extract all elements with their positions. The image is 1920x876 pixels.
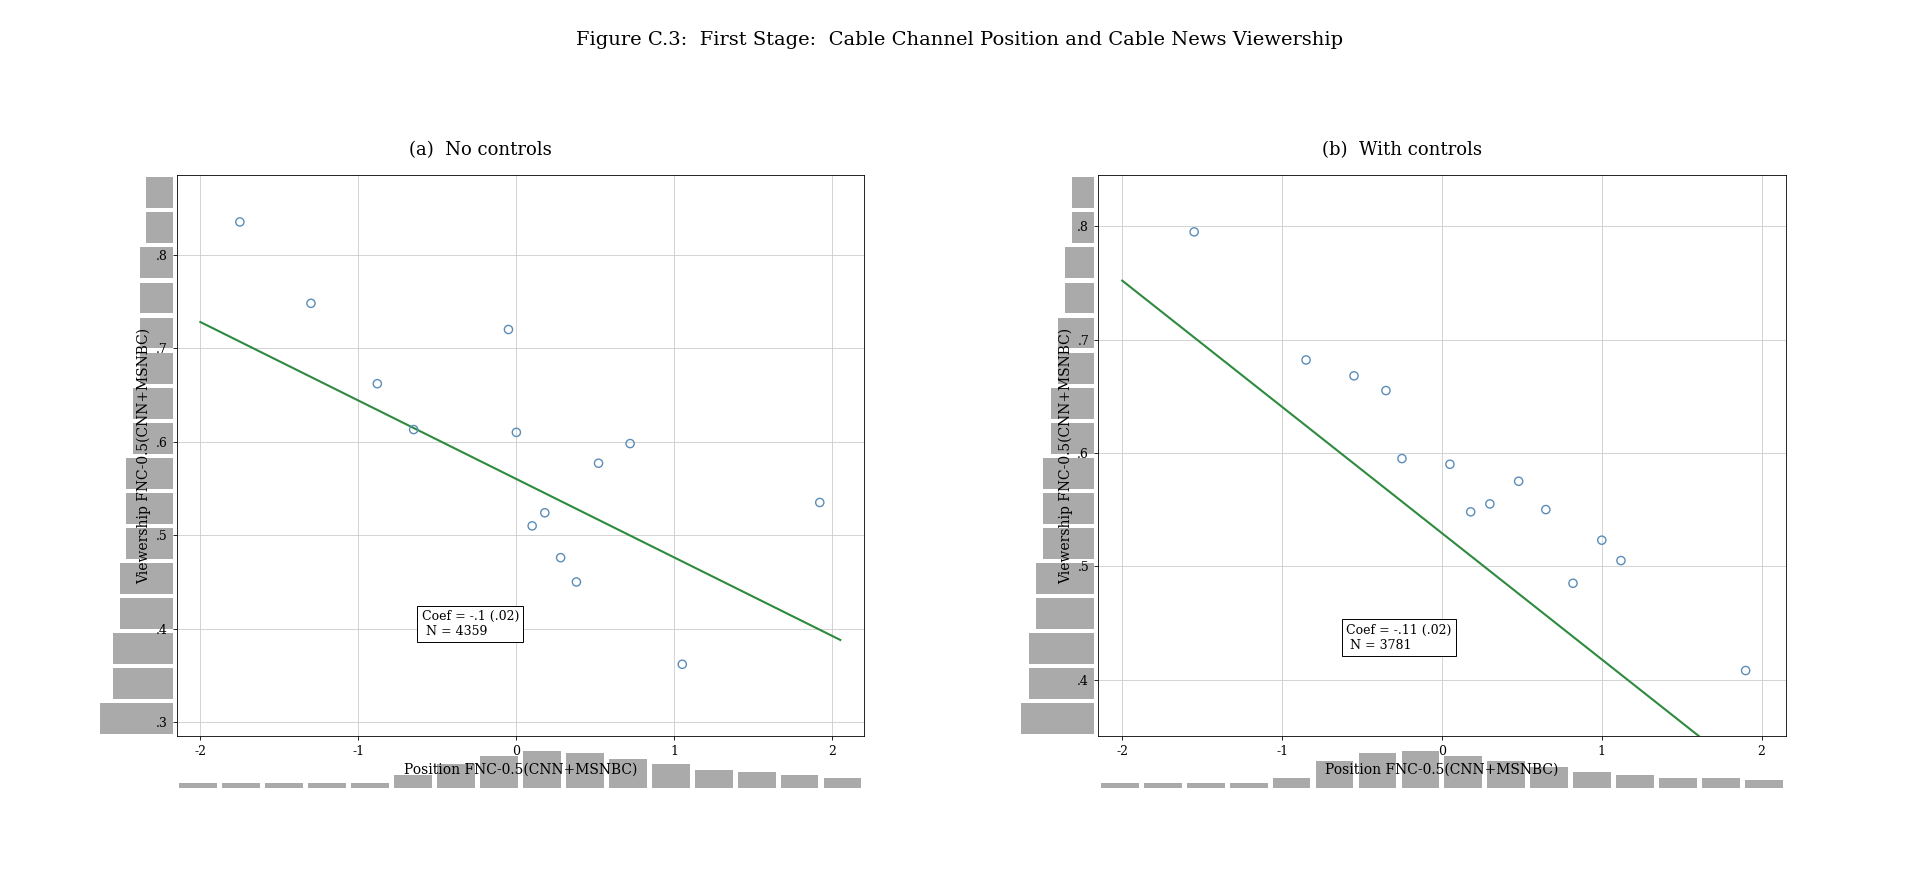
Bar — [1187, 783, 1225, 788]
Bar — [1043, 528, 1094, 559]
Bar — [1037, 598, 1094, 629]
Point — [1371, 384, 1402, 398]
Bar — [1058, 353, 1094, 384]
Point — [493, 322, 524, 336]
Bar — [113, 668, 173, 699]
Bar — [1100, 783, 1139, 788]
Point — [530, 505, 561, 519]
Bar — [265, 783, 303, 788]
Bar — [1029, 668, 1094, 699]
X-axis label: Position FNC-0.5(CNN+MSNBC): Position FNC-0.5(CNN+MSNBC) — [403, 762, 637, 776]
Bar — [146, 177, 173, 208]
Bar — [1273, 778, 1311, 788]
Bar — [146, 212, 173, 244]
Point — [561, 575, 591, 589]
Bar — [307, 783, 346, 788]
Point — [804, 496, 835, 510]
Bar — [480, 756, 518, 788]
Point — [296, 296, 326, 310]
Bar — [179, 783, 217, 788]
Bar — [609, 759, 647, 788]
Bar — [127, 493, 173, 524]
Point — [1730, 663, 1761, 677]
Point — [545, 551, 576, 565]
Point — [1475, 497, 1505, 511]
Text: Coef = -.1 (.02)
 N = 4359: Coef = -.1 (.02) N = 4359 — [422, 610, 518, 638]
Bar — [1572, 773, 1611, 788]
Point — [397, 422, 428, 436]
Y-axis label: Viewership FNC-0.5(CNN+MSNBC): Viewership FNC-0.5(CNN+MSNBC) — [1058, 328, 1073, 583]
Point — [614, 436, 645, 450]
Bar — [127, 458, 173, 489]
Bar — [140, 247, 173, 279]
Text: (a)  No controls: (a) No controls — [409, 141, 551, 159]
Text: (b)  With controls: (b) With controls — [1321, 141, 1482, 159]
X-axis label: Position FNC-0.5(CNN+MSNBC): Position FNC-0.5(CNN+MSNBC) — [1325, 762, 1559, 776]
Bar — [223, 783, 259, 788]
Point — [666, 657, 697, 671]
Bar — [1073, 177, 1094, 208]
Point — [1386, 451, 1417, 465]
Point — [1338, 369, 1369, 383]
Point — [1434, 457, 1465, 471]
Point — [363, 377, 394, 391]
Bar — [1359, 753, 1396, 788]
Bar — [781, 775, 818, 788]
Point — [225, 215, 255, 229]
Bar — [1037, 563, 1094, 594]
Text: Figure C.3:  First Stage:  Cable Channel Position and Cable News Viewership: Figure C.3: First Stage: Cable Channel P… — [576, 31, 1344, 49]
Point — [1503, 474, 1534, 488]
Bar — [522, 751, 561, 788]
Bar — [695, 769, 733, 788]
Bar — [1444, 756, 1482, 788]
Y-axis label: Viewership FNC-0.5(CNN+MSNBC): Viewership FNC-0.5(CNN+MSNBC) — [136, 328, 152, 583]
Point — [584, 456, 614, 470]
Bar — [1050, 388, 1094, 419]
Bar — [1229, 783, 1267, 788]
Bar — [119, 598, 173, 629]
Point — [1530, 503, 1561, 517]
Bar — [1021, 703, 1094, 734]
Point — [1455, 505, 1486, 519]
Bar — [1144, 783, 1181, 788]
Text: Coef = -.11 (.02)
 N = 3781: Coef = -.11 (.02) N = 3781 — [1346, 624, 1452, 652]
Bar — [140, 353, 173, 384]
Point — [1179, 225, 1210, 239]
Bar — [140, 282, 173, 314]
Point — [516, 519, 547, 533]
Bar — [651, 764, 689, 788]
Bar — [1073, 212, 1094, 244]
Bar — [1058, 318, 1094, 349]
Point — [1605, 554, 1636, 568]
Bar — [1703, 778, 1740, 788]
Bar — [119, 563, 173, 594]
Bar — [824, 778, 862, 788]
Bar — [1043, 493, 1094, 524]
Bar — [1050, 423, 1094, 454]
Bar — [1029, 633, 1094, 664]
Bar — [1530, 766, 1569, 788]
Bar — [1745, 781, 1784, 788]
Bar — [566, 753, 603, 788]
Bar — [100, 703, 173, 734]
Bar — [1066, 282, 1094, 314]
Bar — [113, 633, 173, 664]
Point — [1290, 353, 1321, 367]
Bar — [1066, 247, 1094, 279]
Point — [1586, 533, 1617, 548]
Bar — [132, 388, 173, 419]
Bar — [737, 773, 776, 788]
Bar — [1315, 761, 1354, 788]
Bar — [132, 423, 173, 454]
Bar — [351, 783, 390, 788]
Bar — [394, 775, 432, 788]
Point — [1557, 576, 1588, 590]
Bar — [1043, 458, 1094, 489]
Bar — [1488, 761, 1524, 788]
Bar — [1617, 775, 1655, 788]
Bar — [140, 318, 173, 349]
Point — [501, 426, 532, 440]
Bar — [1659, 778, 1697, 788]
Bar — [127, 528, 173, 559]
Bar — [1402, 751, 1440, 788]
